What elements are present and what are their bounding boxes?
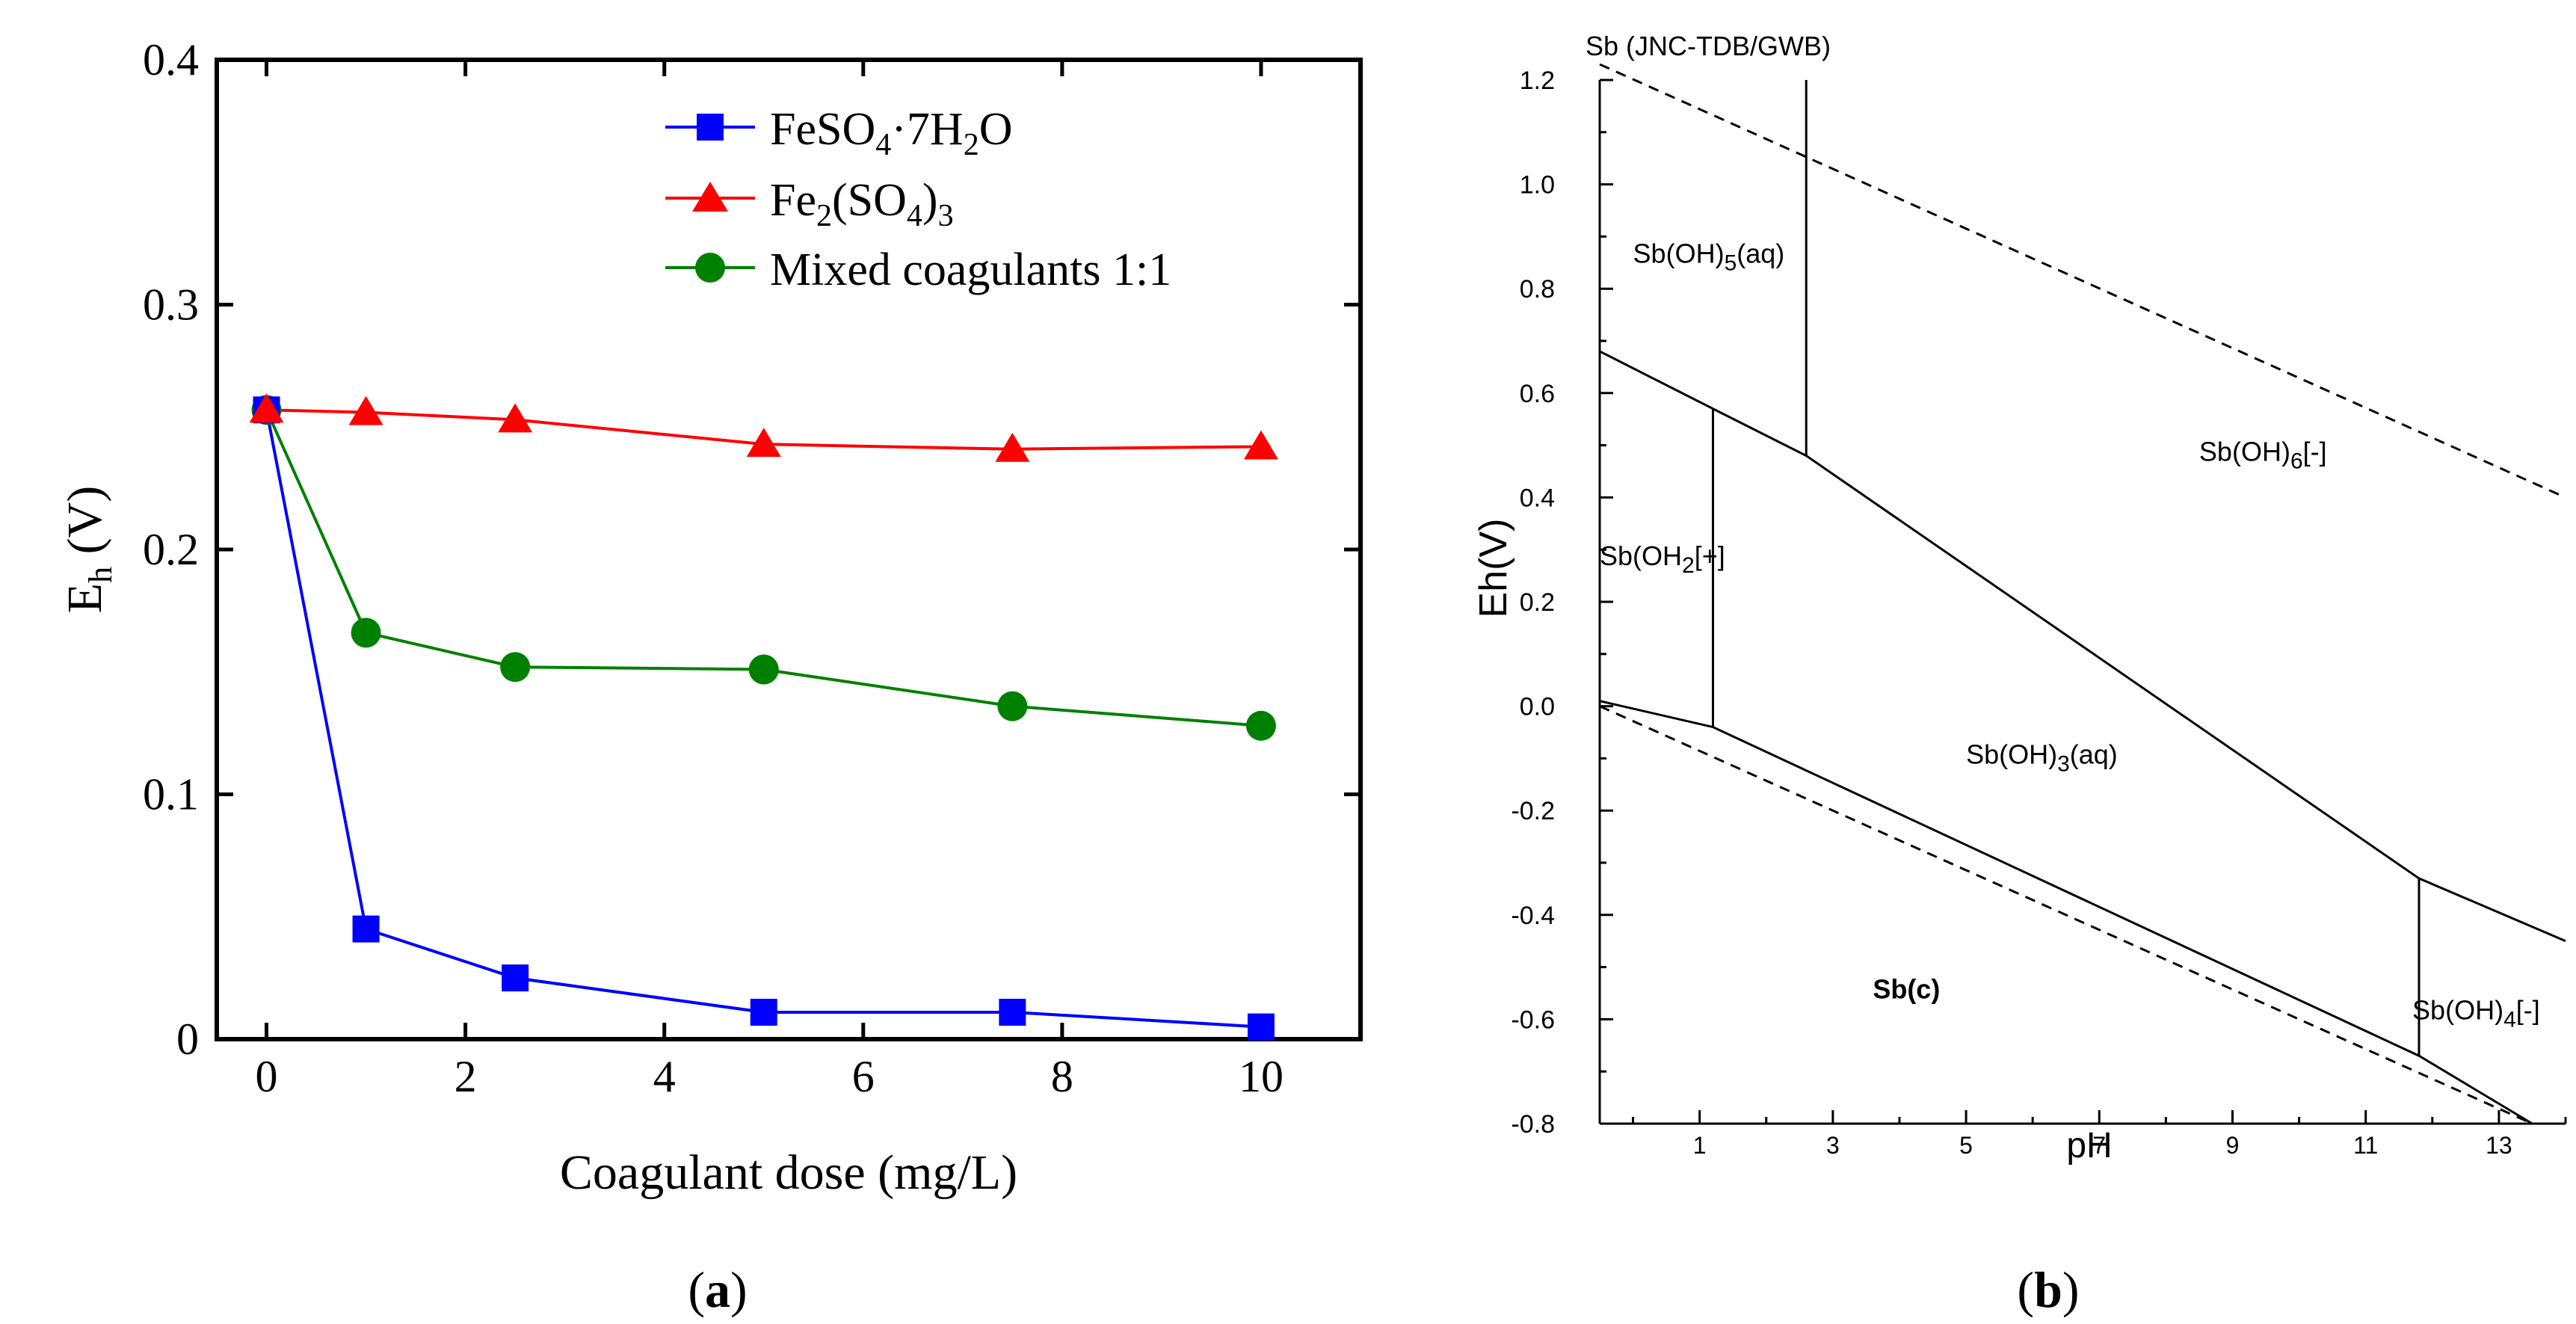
panel-a-ticks: 0 2 4 6 8 10 0 0.1 0.2 0.3 0.4 bbox=[143, 35, 1361, 1101]
panel-a-xtick-label: 10 bbox=[1239, 1052, 1284, 1101]
water-upper-dashed bbox=[1599, 63, 2566, 499]
panel-a-ylabel: Eh (V) bbox=[58, 486, 119, 613]
panel-a-ytick-label: 0.4 bbox=[143, 35, 199, 84]
region-sboh5: Sb(OH)5(aq) bbox=[1633, 238, 1785, 275]
panel-a-xtick-label: 6 bbox=[852, 1052, 875, 1101]
panel-a-legend: FeSO4·7H2O Fe2(SO4)3 Mixed coagulants 1:… bbox=[665, 104, 1171, 295]
legend-item-mixed: Mixed coagulants 1:1 bbox=[665, 244, 1171, 295]
legend-item-feso4: FeSO4·7H2O bbox=[665, 104, 1012, 162]
panel-b-xlabel: pH bbox=[2066, 1126, 2112, 1166]
legend-marker-fe2so43 bbox=[692, 182, 728, 212]
panel-b-xtick-label: 7 bbox=[2092, 1132, 2106, 1159]
legend-label-fe2so43: Fe2(SO4)3 bbox=[770, 175, 954, 233]
panel-b-xtick-label: 9 bbox=[2226, 1132, 2240, 1159]
data-point-s2-1 bbox=[351, 618, 381, 648]
panel-b-ytick-label: -0.4 bbox=[1511, 902, 1555, 930]
region-sboh6: Sb(OH)6[-] bbox=[2199, 437, 2327, 474]
panel-b-ytick-label: -0.6 bbox=[1511, 1006, 1555, 1034]
panel-b-ytick-label: -0.8 bbox=[1511, 1110, 1555, 1139]
panel-a-ytick-label: 0.1 bbox=[143, 770, 199, 819]
panel-b-caption: (b) bbox=[2017, 1261, 2079, 1318]
panel-b-ylabel: Eh(V) bbox=[1472, 519, 1515, 618]
panel-b-boundaries bbox=[1599, 63, 2566, 1125]
data-point-s1-2 bbox=[498, 403, 533, 433]
data-point-s0-5 bbox=[1247, 1013, 1275, 1041]
panel-a-xtick-label: 8 bbox=[1051, 1052, 1073, 1101]
series-line-1 bbox=[266, 408, 1261, 451]
panel-b-frame bbox=[1598, 80, 2566, 1125]
panel-a-caption: (a) bbox=[688, 1261, 747, 1318]
legend-marker-mixed bbox=[695, 253, 725, 283]
series-line-2 bbox=[265, 409, 1262, 727]
panel-b-ticks: 1 3 5 7 9 11 13-0.8-0.6-0.4-0.20.00.20.40.60.8… bbox=[1511, 67, 2567, 1159]
panel-b-xtick-label: 3 bbox=[1826, 1132, 1840, 1159]
panel-a-xtick-label: 0 bbox=[256, 1052, 278, 1101]
panel-a-xlabel: Coagulant dose (mg/L) bbox=[560, 1145, 1017, 1200]
panel-a-xtick-label: 4 bbox=[653, 1052, 676, 1101]
panel-b-xtick-label: 1 bbox=[1693, 1132, 1707, 1159]
panel-b-ytick-label: 0.4 bbox=[1520, 484, 1555, 512]
panel-b-ytick-label: 0.6 bbox=[1520, 380, 1555, 408]
panel-a-ytick-label: 0 bbox=[176, 1014, 199, 1064]
region-sboh3: Sb(OH)3(aq) bbox=[1966, 739, 2118, 776]
water-lower-dashed bbox=[1599, 705, 2533, 1125]
panel-b-ytick-label: 0.2 bbox=[1520, 588, 1555, 617]
data-point-s1-4 bbox=[995, 432, 1030, 462]
panel-b-ytick-label: 0.0 bbox=[1520, 693, 1555, 721]
panel-a-xtick-label: 2 bbox=[455, 1052, 477, 1101]
panel-a-ytick-label: 0.3 bbox=[143, 280, 199, 330]
panel-b-region-labels: Sb(OH)5(aq) Sb(OH)6[-] Sb(OH2[+] Sb(OH)3(aq… bbox=[1600, 238, 2540, 1032]
data-point-s2-2 bbox=[500, 652, 531, 683]
upper-solid-boundary bbox=[1599, 350, 2566, 943]
panel-b-xtick-label: 5 bbox=[1959, 1132, 1973, 1159]
data-point-s1-3 bbox=[746, 428, 781, 458]
panel-b: Sb (JNC-TDB/GWB) 1 3 5 7 9 11 13-0.8-0.6-0.4-0… bbox=[1472, 31, 2567, 1318]
panel-b-ytick-label: 1.0 bbox=[1520, 171, 1555, 200]
data-point-s0-4 bbox=[999, 998, 1026, 1026]
lower-solid-boundary bbox=[1599, 700, 2533, 1125]
data-point-s1-5 bbox=[1243, 430, 1278, 460]
data-point-s2-3 bbox=[748, 654, 779, 685]
legend-label-mixed: Mixed coagulants 1:1 bbox=[770, 244, 1171, 295]
series-line-0 bbox=[265, 409, 1262, 1029]
panel-b-ytick-label: 0.8 bbox=[1520, 275, 1555, 304]
panel-a-ytick-label: 0.2 bbox=[143, 525, 199, 574]
panel-b-ytick-label: 1.2 bbox=[1520, 67, 1555, 95]
panel-b-ytick-label: -0.2 bbox=[1511, 797, 1555, 825]
data-point-s0-2 bbox=[502, 964, 529, 992]
panel-b-title: Sb (JNC-TDB/GWB) bbox=[1586, 31, 1831, 61]
data-point-s1-0 bbox=[249, 393, 284, 423]
data-point-s2-5 bbox=[1245, 710, 1276, 741]
data-point-s2-4 bbox=[997, 691, 1028, 721]
region-sbc: Sb(c) bbox=[1873, 973, 1940, 1004]
data-point-s0-3 bbox=[750, 998, 777, 1026]
panel-a-series bbox=[249, 393, 1278, 1041]
legend-item-fe2so43: Fe2(SO4)3 bbox=[665, 175, 954, 233]
panel-b-xtick-label: 11 bbox=[2353, 1132, 2378, 1159]
data-point-s0-1 bbox=[352, 915, 380, 943]
region-sboh4: Sb(OH)4[-] bbox=[2412, 994, 2540, 1032]
region-sboh2: Sb(OH2[+] bbox=[1600, 541, 1725, 578]
panel-b-xtick-label: 13 bbox=[2486, 1132, 2512, 1159]
data-point-s1-1 bbox=[348, 395, 383, 425]
panel-a: 0 2 4 6 8 10 0 0.1 0.2 0.3 0.4 Coagulant dose (mg/… bbox=[58, 35, 1363, 1318]
legend-label-feso4: FeSO4·7H2O bbox=[770, 104, 1012, 162]
legend-marker-feso4 bbox=[697, 114, 724, 141]
